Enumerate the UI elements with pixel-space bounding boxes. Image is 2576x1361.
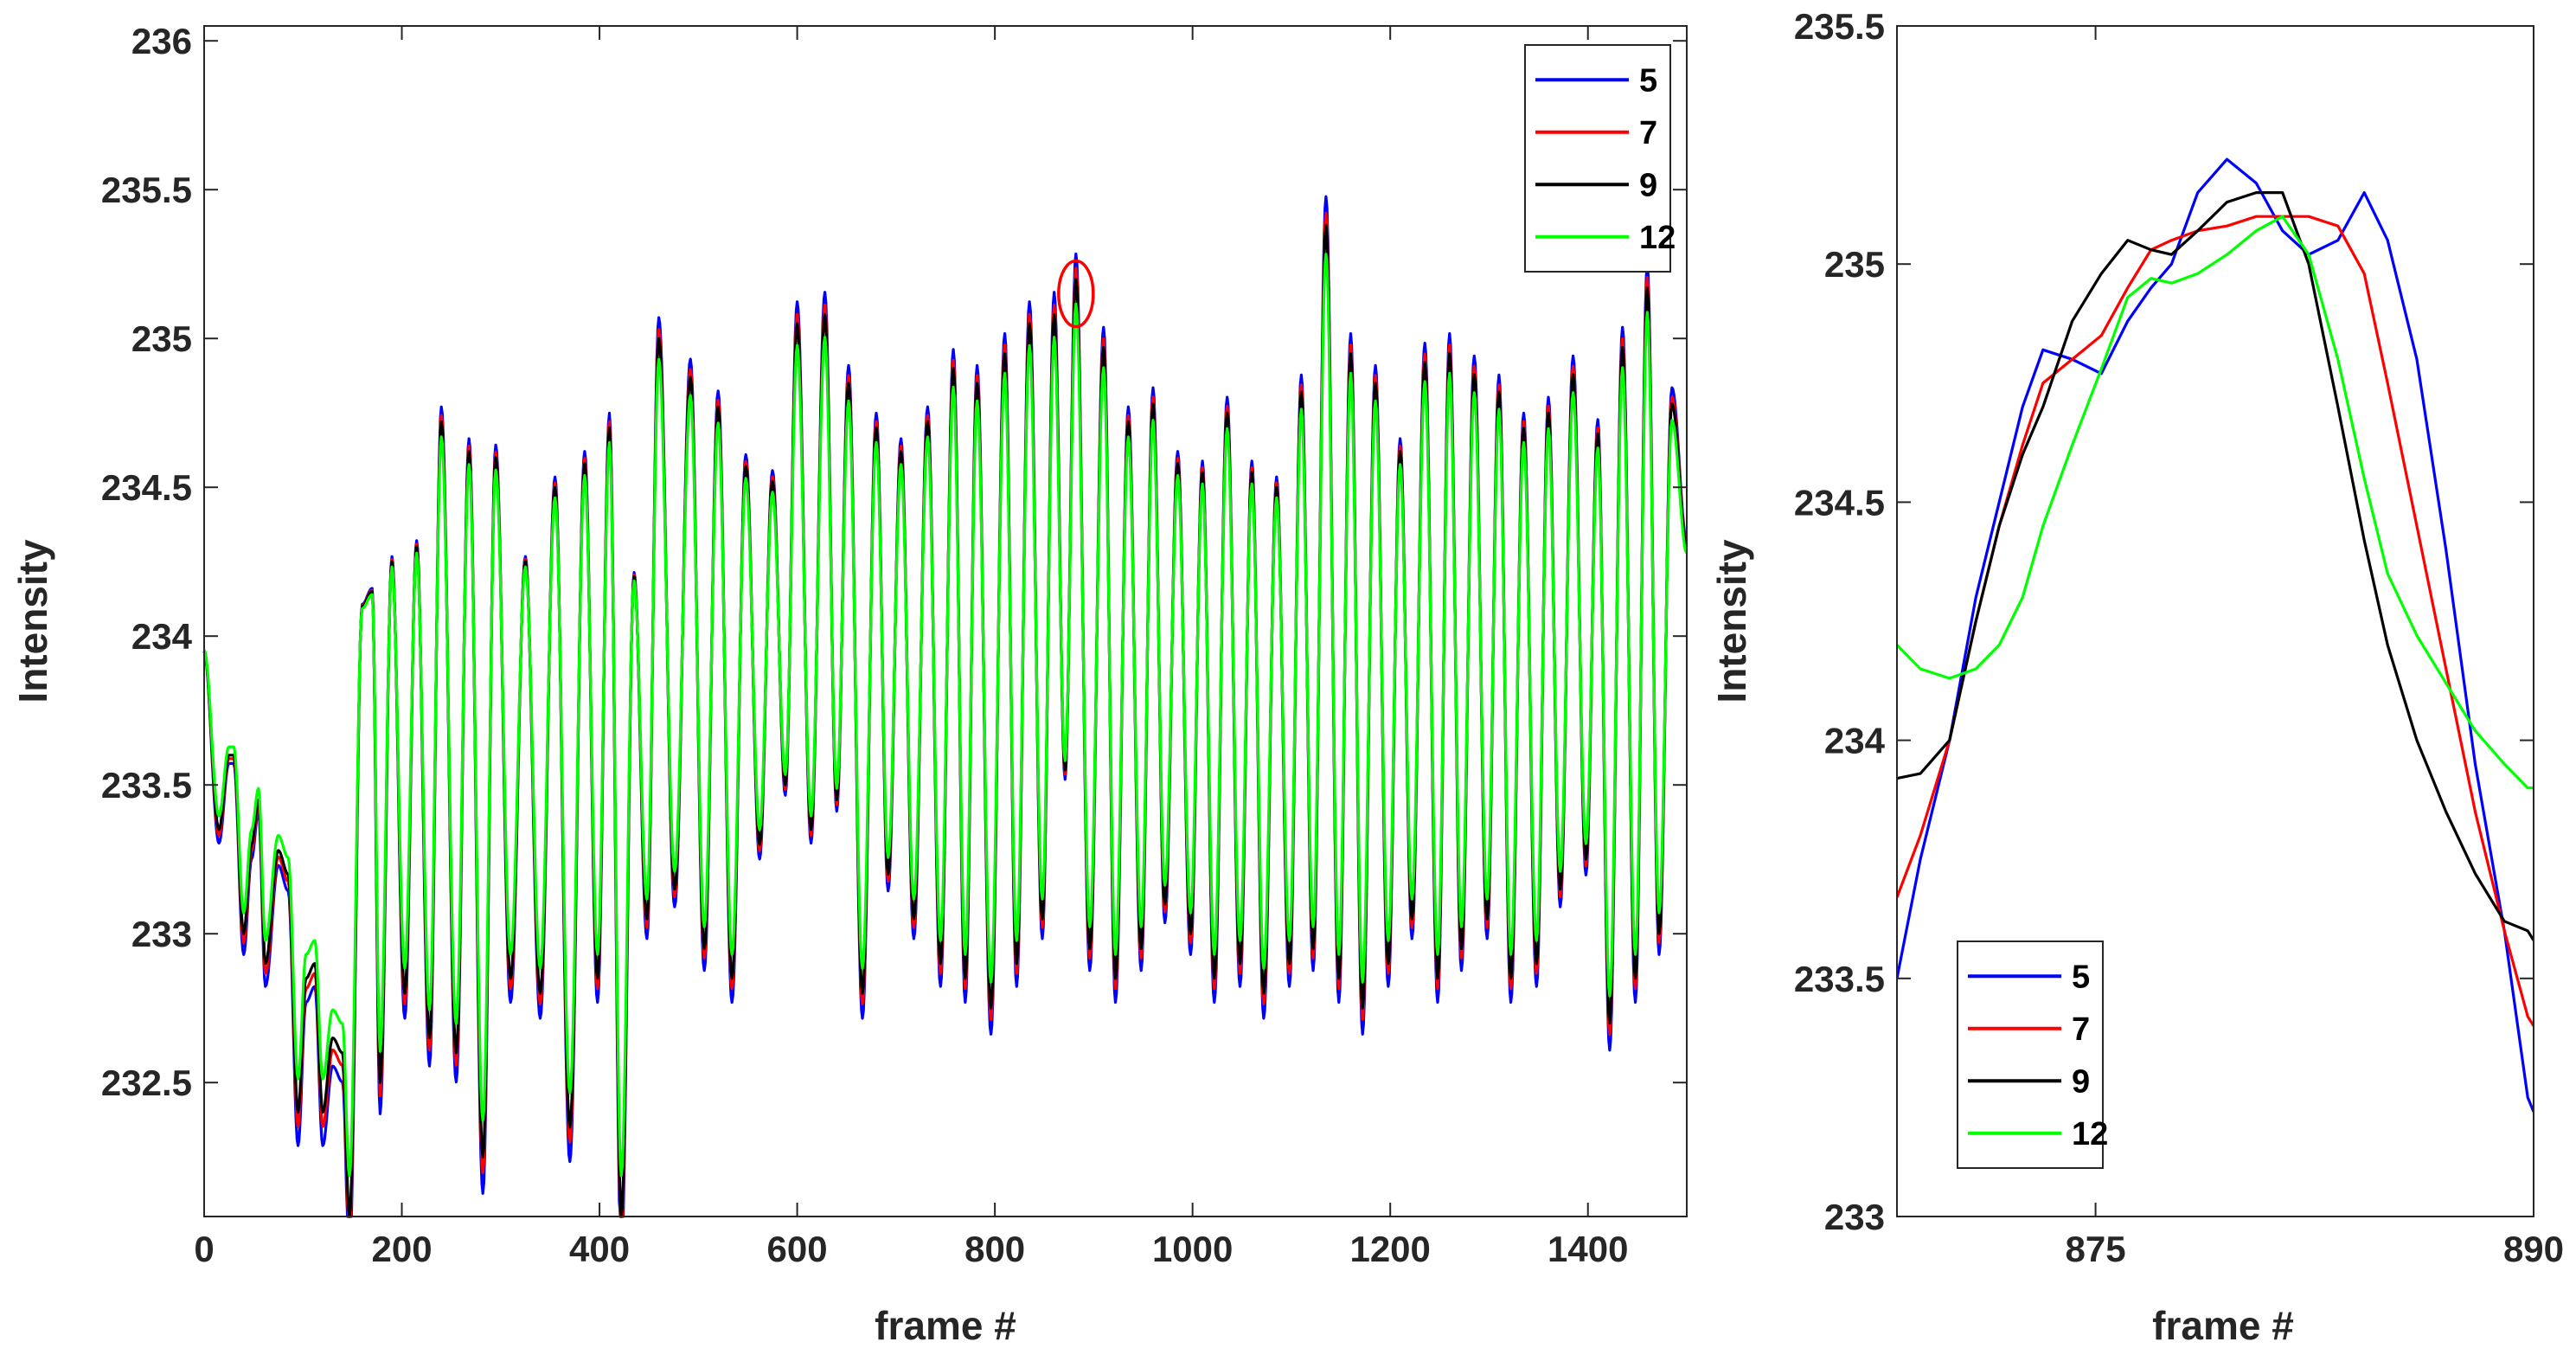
y-tick-label: 235.5 bbox=[1794, 6, 1885, 47]
legend-label-7: 7 bbox=[1639, 115, 1657, 151]
zoom-chart-axes-box bbox=[1896, 25, 2534, 1217]
y-tick-label: 234.5 bbox=[101, 467, 192, 508]
legend-label-5: 5 bbox=[2072, 959, 2090, 995]
legend-label-7: 7 bbox=[2072, 1011, 2090, 1048]
y-tick-label: 235 bbox=[131, 318, 192, 359]
main-chart-xlabel: frame # bbox=[875, 1303, 1016, 1348]
main-chart-ticks: 0 200 400 600 800 1000 1200 1400 232.5 233 233.5 23… bbox=[101, 21, 1687, 1269]
main-chart-series-group bbox=[202, 195, 1688, 1218]
y-tick-label: 235.5 bbox=[101, 170, 192, 210]
x-tick-label: 600 bbox=[767, 1229, 828, 1269]
y-tick-label: 233 bbox=[1824, 1197, 1885, 1237]
zoom-chart-legend: 5 7 9 12 bbox=[1957, 941, 2108, 1169]
x-tick-label: 200 bbox=[371, 1229, 432, 1269]
main-chart-legend: 5 7 9 12 bbox=[1524, 44, 1676, 273]
x-tick-label: 1000 bbox=[1152, 1229, 1233, 1269]
y-tick-label: 233 bbox=[131, 914, 192, 954]
y-tick-label: 234.5 bbox=[1794, 482, 1885, 523]
series-line-12 bbox=[202, 253, 1688, 1178]
x-tick-label: 1200 bbox=[1349, 1229, 1430, 1269]
y-tick-label: 235 bbox=[1824, 244, 1885, 285]
zoom-chart-xlabel: frame # bbox=[2152, 1303, 2294, 1348]
peak-highlight-circle bbox=[1057, 259, 1095, 329]
x-tick-label: 890 bbox=[2503, 1229, 2564, 1269]
main-chart-ylabel: Intensity bbox=[10, 539, 55, 703]
zoom-series-line-12 bbox=[1897, 215, 2534, 790]
x-tick-label: 1400 bbox=[1548, 1229, 1628, 1269]
x-tick-label: 800 bbox=[964, 1229, 1025, 1269]
y-tick-label: 236 bbox=[131, 21, 192, 61]
y-tick-label: 233.5 bbox=[101, 765, 192, 806]
legend-label-12: 12 bbox=[1639, 220, 1676, 256]
legend-box bbox=[1957, 941, 2104, 1169]
x-tick-label: 400 bbox=[569, 1229, 630, 1269]
y-tick-label: 233.5 bbox=[1794, 959, 1885, 999]
zoom-series-line-5 bbox=[1897, 157, 2534, 1113]
legend-label-9: 9 bbox=[1639, 167, 1657, 203]
zoom-series-line-9 bbox=[1897, 191, 2534, 941]
y-tick-label: 232.5 bbox=[101, 1062, 192, 1103]
legend-label-9: 9 bbox=[2072, 1063, 2090, 1100]
x-tick-label: 875 bbox=[2066, 1229, 2126, 1269]
legend-label-5: 5 bbox=[1639, 62, 1657, 99]
zoom-chart: 875 890 233 233.5 234 234.5 235 235.5 frame # I… bbox=[1709, 6, 2564, 1348]
y-tick-label: 234 bbox=[131, 616, 193, 657]
zoom-chart-ticks: 875 890 233 233.5 234 234.5 235 235.5 bbox=[1794, 6, 2564, 1269]
main-chart: 0 200 400 600 800 1000 1200 1400 232.5 233 233.5 23… bbox=[10, 21, 1688, 1348]
legend-label-12: 12 bbox=[2072, 1116, 2108, 1152]
x-tick-label: 0 bbox=[194, 1229, 214, 1269]
legend-box bbox=[1524, 44, 1671, 273]
zoom-chart-series-group bbox=[1897, 157, 2534, 1113]
main-chart-axes-box bbox=[203, 25, 1688, 1217]
zoom-chart-ylabel: Intensity bbox=[1709, 539, 1754, 703]
y-tick-label: 234 bbox=[1824, 721, 1886, 761]
